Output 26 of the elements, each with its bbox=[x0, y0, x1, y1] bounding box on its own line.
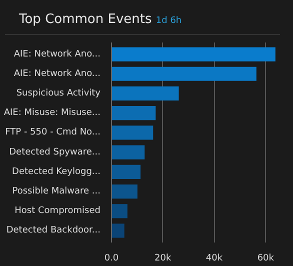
chart-title: Top Common Events bbox=[19, 12, 152, 27]
y-tick-label: Detected Backdoor... bbox=[6, 226, 101, 236]
bar bbox=[112, 164, 141, 179]
y-tick-label: AIE: Misuse: Misuse... bbox=[4, 108, 101, 118]
bar bbox=[112, 184, 138, 199]
x-tick-label: 20k bbox=[154, 254, 172, 264]
y-tick-label: Detected Spyware... bbox=[9, 147, 101, 158]
bar bbox=[112, 106, 156, 120]
y-tick-label: Host Compromised bbox=[14, 206, 101, 216]
bar bbox=[112, 204, 128, 218]
y-tick-label: FTP - 550 - Cmd No... bbox=[5, 128, 101, 138]
bar bbox=[112, 126, 154, 140]
x-tick-label: 0.0 bbox=[104, 254, 119, 264]
bar bbox=[112, 66, 256, 81]
y-tick-label: AIE: Network Ano... bbox=[14, 49, 101, 60]
y-tick-label: Detected Keylogg... bbox=[12, 166, 100, 177]
bar bbox=[112, 47, 276, 62]
chart-subtitle: 1d 6h bbox=[156, 16, 182, 26]
y-tick-label: AIE: Network Ano... bbox=[14, 68, 101, 79]
x-tick-label: 60k bbox=[257, 254, 275, 264]
x-tick-label: 40k bbox=[206, 254, 224, 264]
bar bbox=[112, 224, 124, 238]
bar bbox=[112, 145, 145, 160]
y-tick-label: Suspicious Activity bbox=[16, 88, 102, 98]
y-tick-label: Possible Malware ... bbox=[12, 186, 101, 197]
bar bbox=[112, 86, 179, 101]
